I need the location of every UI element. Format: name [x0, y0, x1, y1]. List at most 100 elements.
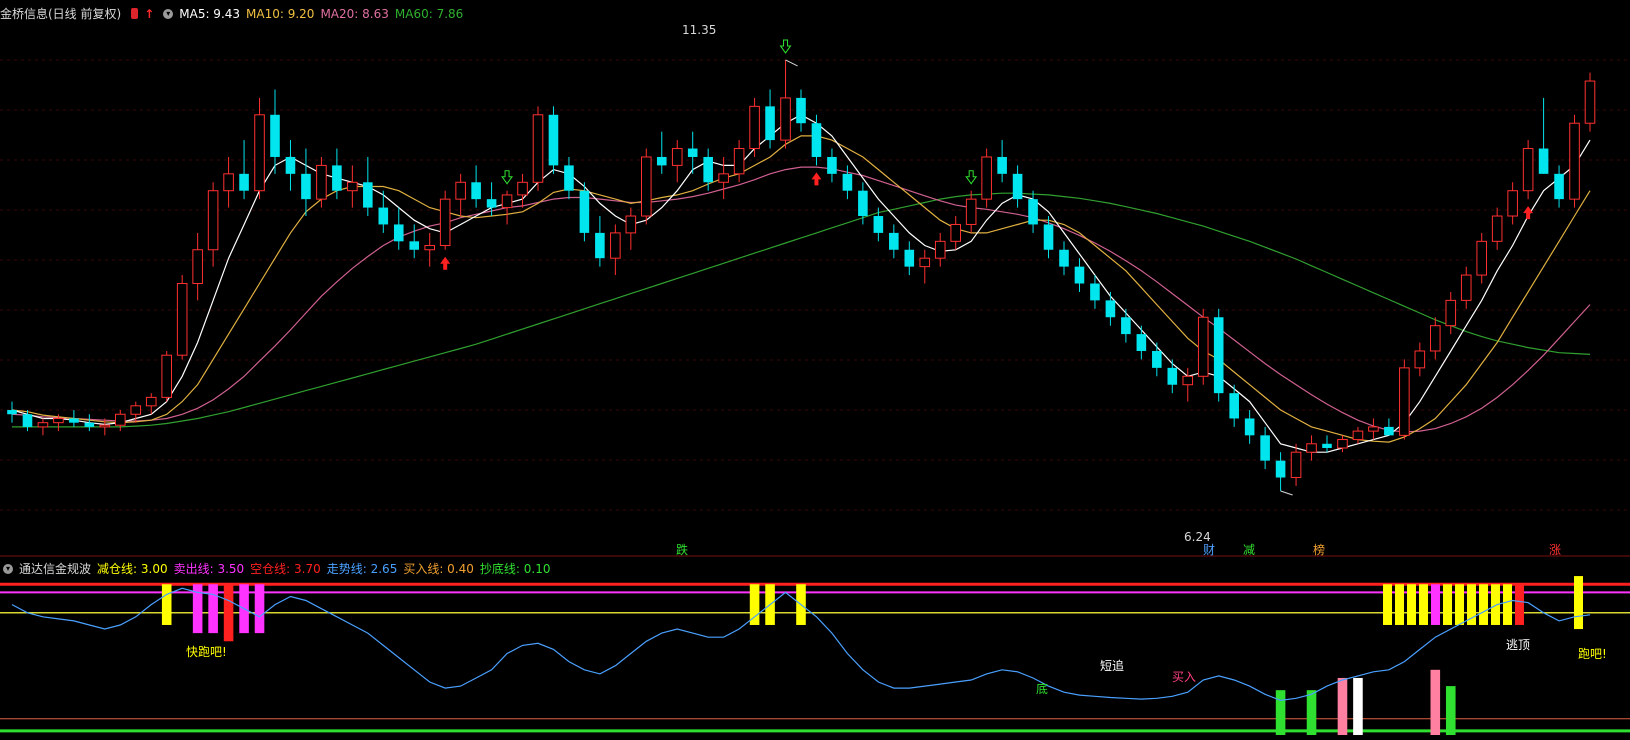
candle-body [1569, 122, 1580, 200]
buy-arrow [440, 256, 451, 270]
candle-body [1445, 299, 1457, 327]
candle-body [270, 114, 280, 157]
ma20-label: MA20: 8.63 [320, 6, 389, 21]
candle-body [176, 283, 188, 356]
candle-body [1074, 266, 1085, 284]
candle-body [873, 216, 884, 233]
candle-body [564, 165, 574, 191]
flag-icon[interactable] [131, 8, 139, 19]
ma60-line [12, 192, 1591, 428]
candle-body [378, 207, 389, 225]
buy-arrow [811, 172, 822, 186]
candle-body [1584, 80, 1596, 124]
candle-body [1105, 300, 1116, 318]
candle-body [827, 156, 837, 174]
event-label-zhang[interactable]: 涨 [1549, 543, 1562, 557]
event-label-die[interactable]: 跌 [676, 543, 689, 557]
event-label-cai[interactable]: 财 [1203, 543, 1216, 557]
indicator-title: 通达信金规波 [19, 562, 92, 576]
signal-label-run: 快跑吧! [186, 645, 227, 659]
signal-label-escape-top: 逃顶 [1506, 638, 1531, 652]
candle-body [1260, 435, 1270, 461]
candle-body [1197, 316, 1209, 377]
dropdown-icon[interactable]: ▾ [3, 563, 13, 574]
sell-arrow [501, 170, 514, 185]
low-pointer [1280, 490, 1293, 496]
candle-body [53, 417, 64, 424]
candle-body [858, 190, 868, 217]
candle-body [1352, 430, 1364, 441]
candle-body [130, 405, 142, 415]
candle-body [363, 182, 373, 208]
event-label-jian[interactable]: 减 [1243, 543, 1256, 557]
chart-title: 金桥信息(日线 前复权) [0, 7, 122, 21]
candle-body [207, 190, 219, 251]
signal-label-run-2: 跑吧! [1578, 647, 1607, 661]
candle-body [316, 164, 327, 200]
signal-bar [1455, 584, 1464, 625]
main-chart-header: 金桥信息(日线 前复权) ↑ ▾ MA5: 9.43 MA10: 9.20 MA… [0, 5, 469, 22]
signal-bar [254, 584, 265, 634]
candle-body [548, 114, 559, 166]
candle-body [749, 105, 760, 150]
signal-bar [1431, 584, 1440, 625]
candle-body [640, 156, 652, 217]
candle-body [1368, 426, 1379, 432]
candle-body [625, 215, 637, 234]
empty-line-label: 空仓线: 3.70 [250, 562, 321, 576]
candle-body [1167, 367, 1178, 385]
candle-body [1538, 148, 1549, 174]
candle-body [84, 422, 95, 427]
candle-body [765, 106, 775, 141]
buy-arrow [1523, 206, 1534, 220]
signal-bar [1443, 584, 1452, 625]
candle-body [1384, 426, 1394, 436]
candle-body [981, 156, 992, 200]
candle-body [656, 156, 667, 166]
signal-bar [1574, 576, 1583, 630]
candle-body [145, 396, 157, 407]
event-label-bang[interactable]: 榜 [1313, 543, 1326, 557]
high-price-label: 11.35 [682, 23, 717, 37]
candle-body [1522, 148, 1534, 192]
candle-body [501, 194, 513, 209]
candle-body [192, 249, 203, 285]
candle-body [114, 413, 126, 426]
candle-body [1136, 334, 1147, 351]
candle-body [997, 156, 1007, 174]
candle-body [1028, 199, 1038, 225]
candle-body [1121, 317, 1131, 335]
buy-line-label: 买入线: 0.40 [403, 562, 474, 576]
high-pointer [785, 59, 798, 67]
candle-body [1059, 249, 1069, 267]
signal-label-bottom: 底 [1036, 682, 1049, 696]
signal-bar [749, 584, 760, 625]
candle-body [579, 190, 590, 233]
low-price-label: 6.24 [1184, 530, 1211, 544]
signal-bar [223, 584, 234, 642]
candle-body [718, 173, 729, 183]
candle-body [687, 148, 698, 157]
candle-body [610, 232, 621, 259]
candle-body [1460, 274, 1472, 301]
candle-body [811, 123, 822, 157]
candle-body [424, 245, 436, 251]
candle-body [1012, 173, 1023, 200]
candle-body [703, 156, 713, 183]
candle-body [517, 181, 528, 196]
candle-body [409, 241, 420, 250]
candle-body [22, 414, 33, 427]
ma10-line [11, 135, 1591, 443]
candle-body [1229, 393, 1239, 419]
candle-body [471, 182, 481, 200]
candle-body [671, 148, 683, 166]
candle-body [1275, 460, 1286, 478]
sell-arrow [779, 39, 792, 54]
reduce-line-label: 减仓线: 3.00 [97, 562, 168, 576]
candle-body [1337, 439, 1348, 449]
candle-body [1090, 283, 1100, 301]
candle-body [99, 424, 111, 428]
signal-bar [1515, 584, 1524, 625]
dropdown-icon[interactable]: ▾ [163, 8, 174, 19]
